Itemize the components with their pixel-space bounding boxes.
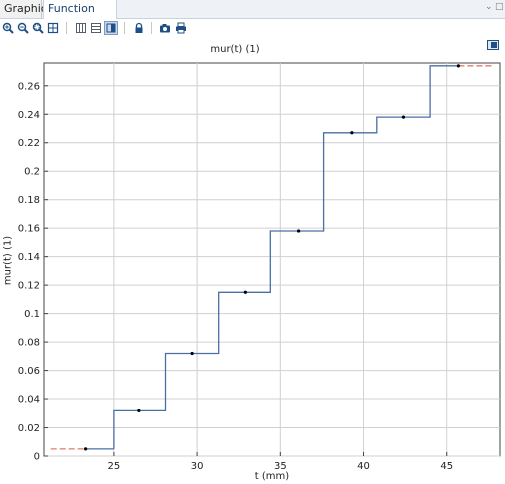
y-tick-label: 0.16: [18, 224, 40, 235]
toolbar-separator: [124, 22, 125, 34]
x-tick-label: 30: [191, 461, 204, 472]
plot-toolbar: [0, 19, 505, 37]
y-tick-label: 0.14: [18, 252, 40, 263]
lock-icon[interactable]: [132, 21, 146, 35]
y-tick-label: 0.24: [18, 110, 40, 121]
axis-toggle-icon[interactable]: [104, 21, 118, 35]
legend-icon[interactable]: [487, 40, 499, 50]
print-icon[interactable]: [174, 21, 188, 35]
y-tick-label: 0: [34, 452, 40, 463]
data-point: [190, 351, 194, 356]
y-axis-label: mur(t) (1): [2, 235, 14, 286]
y-tick-label: 0.04: [18, 395, 40, 406]
y-tick-label: 0.06: [18, 366, 40, 377]
camera-icon[interactable]: [158, 21, 172, 35]
chevron-down-icon[interactable]: ⌄: [485, 2, 493, 12]
y-tick-label: 0.08: [18, 338, 40, 349]
data-point: [84, 447, 88, 451]
zoom-in-icon[interactable]: [1, 21, 15, 35]
y-tick-label: 0.12: [18, 281, 40, 292]
x-tick-label: 35: [274, 461, 287, 472]
y-tick-label: 0.2: [24, 167, 40, 178]
data-point: [137, 408, 141, 413]
y-tick-label: 0.26: [18, 81, 40, 92]
maximize-icon[interactable]: □: [495, 2, 504, 12]
y-tick-label: 0.1: [24, 309, 40, 320]
axis-ticks: 0 0.02 0.04 0.06 0.08 0.1 0.12 0.14 0.16 0.18 0.2 0…: [18, 81, 453, 472]
tab-graphics[interactable]: Graphics: [0, 0, 53, 18]
series-group: [50, 64, 494, 451]
y-tick-label: 0.02: [18, 423, 40, 434]
x-tick-label: 25: [108, 461, 121, 472]
x-tick-label: 45: [440, 461, 453, 472]
x-axis-label: t (mm): [254, 471, 290, 482]
zoom-box-icon[interactable]: [31, 21, 45, 35]
data-point: [297, 229, 301, 233]
zoom-extents-icon[interactable]: [46, 21, 60, 35]
y-tick-label: 0.18: [18, 195, 40, 206]
data-point: [401, 115, 406, 119]
plot-area: [43, 62, 501, 457]
grid-lines: [44, 63, 500, 457]
toolbar-separator: [66, 22, 67, 34]
zoom-out-icon[interactable]: [16, 21, 30, 35]
grid-rows-icon[interactable]: [89, 21, 103, 35]
x-tick-label: 40: [357, 461, 370, 472]
data-point: [456, 64, 460, 68]
data-point: [350, 131, 354, 135]
y-tick-label: 0.22: [18, 138, 40, 149]
toolbar-separator: [151, 22, 152, 34]
chart-title: mur(t) (1): [210, 44, 260, 55]
step-line: [113, 65, 459, 449]
data-point: [243, 290, 247, 294]
grid-columns-icon[interactable]: [74, 21, 88, 35]
